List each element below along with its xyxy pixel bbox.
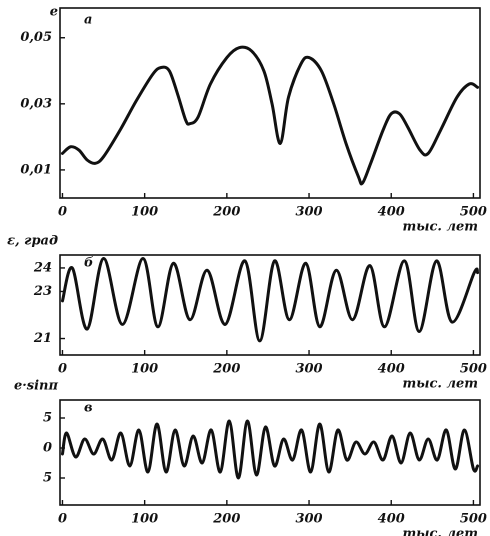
x-tick-label: 300 xyxy=(295,512,322,527)
x-axis-label: тыс. лет xyxy=(403,377,479,392)
x-tick-label: 400 xyxy=(378,512,405,527)
x-tick-label: 100 xyxy=(131,512,158,527)
x-tick-label: 400 xyxy=(378,362,405,377)
data-line xyxy=(60,45,480,186)
y-tick-label: 5 xyxy=(43,471,52,486)
x-tick-label: 0 xyxy=(58,512,67,527)
plot-frame xyxy=(59,7,481,199)
x-tick-label: 0 xyxy=(58,205,67,220)
y-axis-label: e xyxy=(50,5,58,20)
data-line xyxy=(60,257,480,343)
data-line xyxy=(60,419,480,480)
x-axis-label: тыс. лет xyxy=(403,527,479,536)
x-tick-label: 200 xyxy=(212,205,240,220)
y-tick-label: 0,03 xyxy=(20,96,52,111)
y-tick-label: 0 xyxy=(43,441,52,456)
panel-label: б xyxy=(84,256,94,271)
y-tick-label: 0,05 xyxy=(20,30,52,45)
panel-label: а xyxy=(84,13,92,28)
y-axis-label: ε, град xyxy=(7,234,58,249)
x-tick-label: 500 xyxy=(460,205,487,220)
x-tick-label: 500 xyxy=(460,512,487,527)
y-tick-label: 0,01 xyxy=(20,162,52,177)
y-axis-label: e·sinπ xyxy=(14,379,59,394)
x-tick-label: 400 xyxy=(378,205,405,220)
x-tick-label: 0 xyxy=(58,362,67,377)
x-tick-label: 200 xyxy=(212,512,240,527)
plot-frame xyxy=(59,399,481,506)
panel-label: в xyxy=(84,401,93,416)
x-tick-label: 500 xyxy=(460,362,487,377)
x-tick-label: 300 xyxy=(295,205,322,220)
x-tick-label: 200 xyxy=(212,362,240,377)
x-tick-label: 100 xyxy=(131,362,158,377)
y-tick-label: 24 xyxy=(33,260,52,275)
y-tick-label: 21 xyxy=(33,331,52,346)
x-axis-label: тыс. лет xyxy=(403,220,479,235)
x-tick-label: 100 xyxy=(131,205,158,220)
y-tick-label: 5 xyxy=(43,411,52,426)
plot-frame xyxy=(59,254,481,356)
x-tick-label: 300 xyxy=(295,362,322,377)
y-tick-label: 23 xyxy=(33,284,52,299)
